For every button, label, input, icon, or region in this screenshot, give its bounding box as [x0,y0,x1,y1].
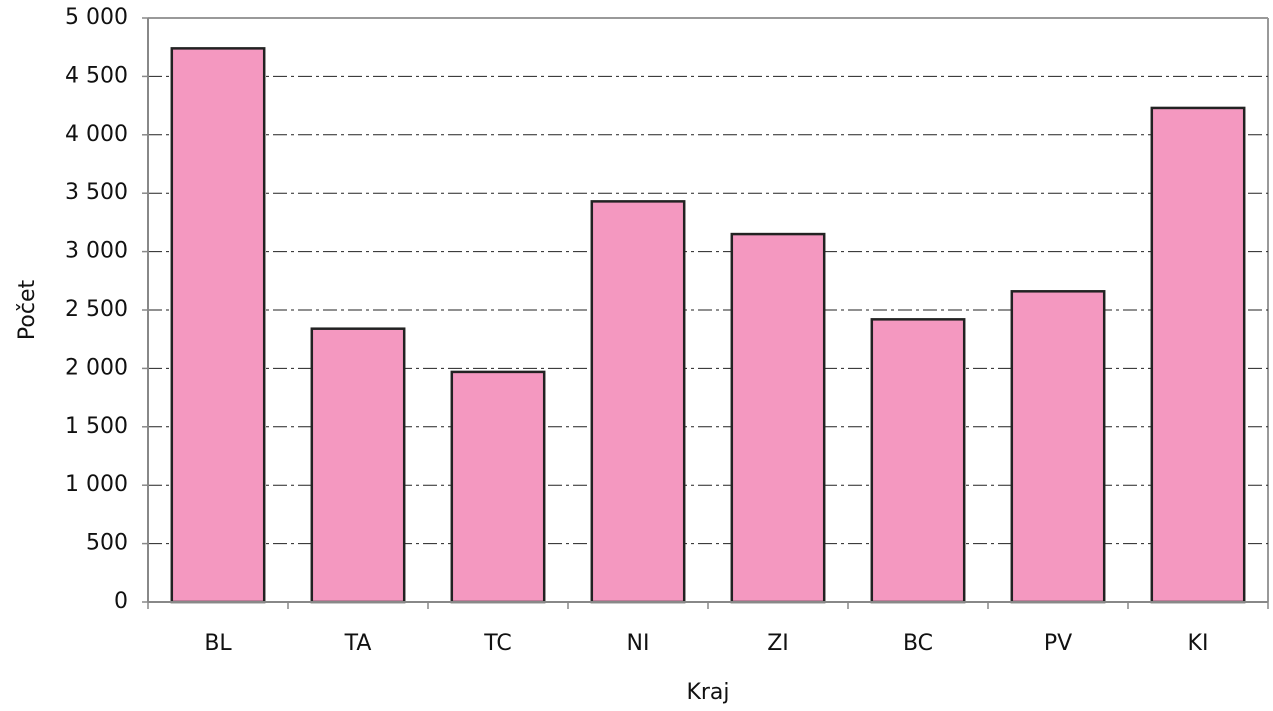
y-tick-label: 3 000 [65,239,128,264]
y-tick-label: 0 [114,589,128,614]
y-tick-label: 2 000 [65,355,128,380]
y-tick-label: 1 000 [65,472,128,497]
bar [870,318,966,604]
y-axis-label: Počet [15,280,40,341]
y-tick-label: 1 500 [65,414,128,439]
x-tick-label: PV [1044,631,1072,656]
bar [730,232,826,604]
x-tick-label: KI [1188,631,1209,656]
x-tick-label: ZI [767,631,789,656]
bar [1150,106,1246,604]
x-tick-label: NI [627,631,650,656]
bar [590,200,686,604]
bar [170,47,266,604]
y-tick-label: 4 500 [65,63,128,88]
x-axis-label: Kraj [686,680,729,705]
y-tick-label: 4 000 [65,122,128,147]
bar [1010,290,1106,604]
y-tick-label: 3 500 [65,180,128,205]
x-tick-label: BC [903,631,933,656]
bar [310,327,406,604]
bar [450,370,546,604]
y-tick-label: 2 500 [65,297,128,322]
y-tick-label: 5 000 [65,5,128,30]
x-tick-label: TA [344,631,372,656]
x-tick-label: BL [204,631,232,656]
y-tick-label: 500 [86,531,128,556]
x-tick-label: TC [483,631,512,656]
